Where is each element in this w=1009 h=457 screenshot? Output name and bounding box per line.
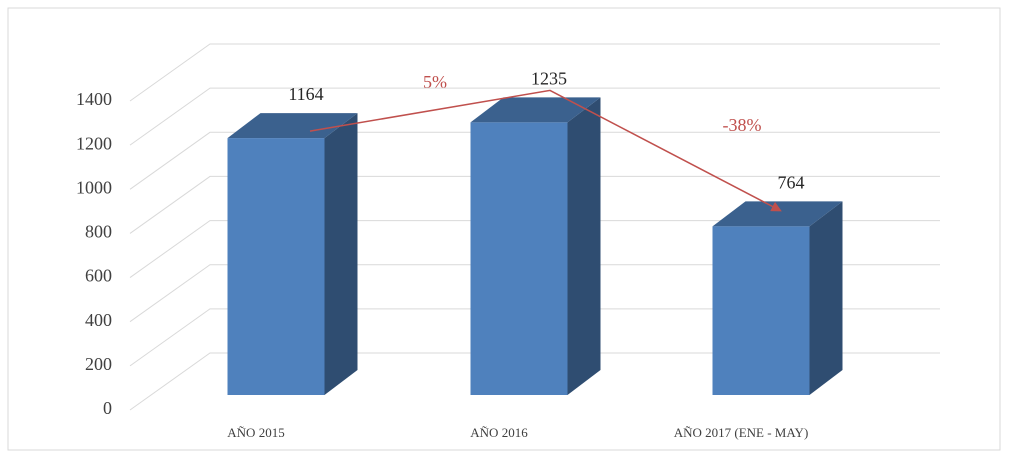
grid-line [129, 175, 940, 234]
y-tick-label: 400 [85, 310, 112, 330]
bar [712, 226, 810, 395]
annotation: -38% [723, 115, 762, 135]
y-tick-label: 1400 [76, 89, 112, 109]
bar [227, 138, 325, 396]
grid-line [129, 43, 940, 102]
y-tick-label: 200 [85, 354, 112, 374]
x-tick-label: AÑO 2016 [470, 425, 528, 440]
grid-line [129, 131, 940, 190]
annotation: 5% [423, 72, 447, 92]
grid-line [129, 87, 940, 146]
grid-line [129, 352, 940, 411]
data-label: 1164 [288, 84, 323, 104]
y-tick-label: 1000 [76, 177, 112, 197]
data-label: 764 [778, 172, 805, 192]
bar-side [324, 113, 358, 396]
bar-side [567, 97, 601, 396]
y-tick-label: 0 [103, 398, 112, 418]
bar [470, 122, 568, 396]
data-label: 1235 [531, 69, 567, 89]
x-tick-label: AÑO 2017 (ENE - MAY) [674, 425, 809, 440]
bar-side [809, 201, 843, 395]
x-tick-label: AÑO 2015 [227, 425, 284, 440]
grid-line [129, 264, 940, 323]
bar-top [470, 97, 601, 123]
y-tick-label: 1200 [76, 133, 112, 153]
trend-arrow [309, 89, 782, 212]
bar-top [712, 201, 843, 227]
bar-top [227, 113, 358, 139]
grid-line [129, 220, 940, 278]
grid-line [129, 308, 940, 367]
y-tick-label: 600 [85, 266, 112, 286]
y-tick-label: 800 [85, 222, 112, 242]
